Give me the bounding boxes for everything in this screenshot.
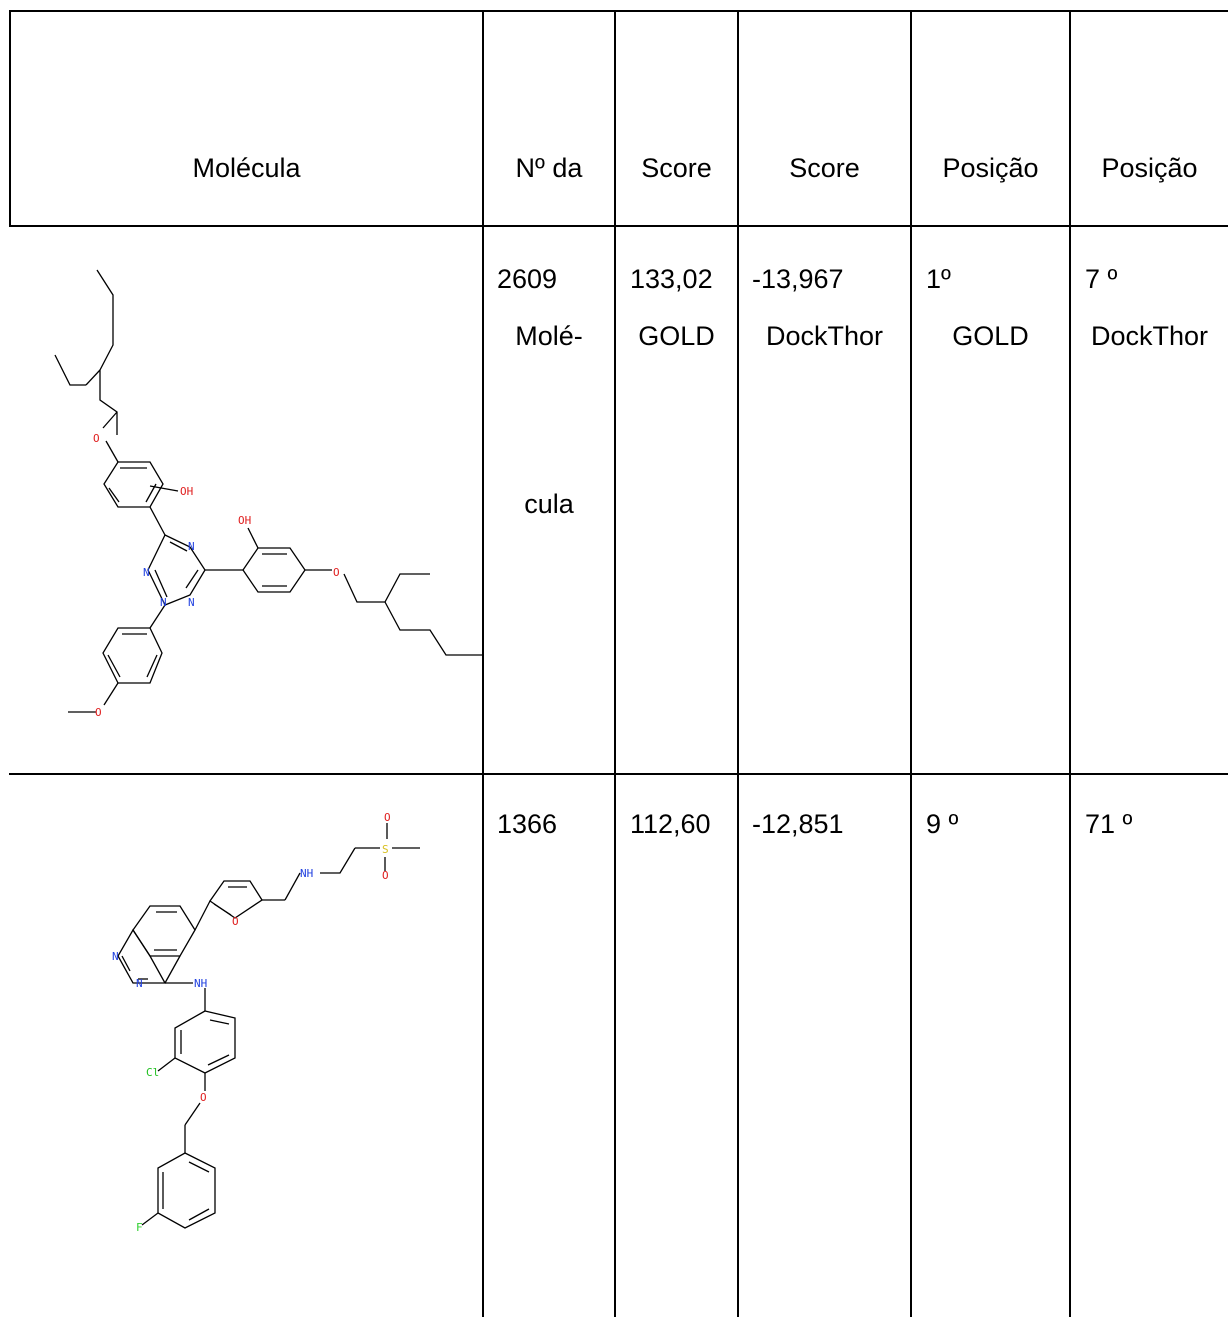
- atom-nitrogen: N: [143, 566, 150, 579]
- col-divider: [1069, 10, 1071, 1317]
- molecule-2609-structure: O OH OH N N N N O O: [0, 0, 484, 773]
- atom-nitrogen: N: [188, 596, 195, 609]
- atom-nitrogen: N: [160, 596, 167, 609]
- row2-number: 1366: [497, 809, 558, 839]
- atom-chlorine: Cl: [146, 1066, 159, 1079]
- header-posicao-dockthor: Posição DockThor: [1090, 153, 1209, 351]
- col-divider: [910, 10, 912, 1317]
- header-numero-molecula: Nº da Molé- cula: [515, 153, 583, 519]
- atom-oxygen: O: [382, 869, 389, 882]
- row1-score-gold: 133,02: [630, 264, 713, 294]
- atom-oxygen: O: [232, 915, 239, 928]
- atom-oxygen: O: [95, 706, 102, 719]
- atom-nitrogen: N: [188, 540, 195, 553]
- col-divider: [9, 10, 11, 227]
- header-molecula: Molécula: [192, 153, 301, 183]
- atom-sulfur: S: [382, 843, 389, 856]
- atom-amine: NH: [194, 977, 207, 990]
- atom-oxygen: O: [384, 811, 391, 824]
- row-divider: [9, 225, 1228, 227]
- row1-score-dockthor: -13,967: [752, 264, 844, 294]
- col-divider: [737, 10, 739, 1317]
- molecule-1366-structure: O S O NH O N N NH Cl O F: [0, 773, 484, 1317]
- row1-pos-gold: 1º: [926, 264, 951, 294]
- atom-amine: NH: [300, 867, 313, 880]
- atom-hydroxyl: OH: [238, 514, 251, 527]
- col-divider: [614, 10, 616, 1317]
- table-border-top: [9, 10, 1228, 12]
- header-score-gold: Score GOLD: [638, 153, 715, 351]
- atom-oxygen: O: [333, 566, 340, 579]
- col-divider: [482, 10, 484, 1317]
- atom-oxygen: O: [200, 1091, 207, 1104]
- atom-nitrogen: N: [112, 950, 119, 963]
- row1-pos-dockthor: 7 º: [1085, 264, 1118, 294]
- atom-hydroxyl: OH: [180, 485, 193, 498]
- row1-number: 2609: [497, 264, 558, 294]
- header-score-dockthor: Score DockThor: [765, 153, 884, 351]
- atom-oxygen: O: [93, 432, 100, 445]
- header-posicao-gold: Posição GOLD: [942, 153, 1039, 351]
- atom-fluorine: F: [136, 1221, 143, 1234]
- row2-score-gold: 112,60: [630, 809, 711, 839]
- atom-nitrogen: N: [136, 977, 143, 990]
- row2-pos-gold: 9 º: [926, 809, 959, 839]
- row-divider: [9, 773, 1228, 775]
- row2-pos-dockthor: 71 º: [1085, 809, 1133, 839]
- row2-score-dockthor: -12,851: [752, 809, 844, 839]
